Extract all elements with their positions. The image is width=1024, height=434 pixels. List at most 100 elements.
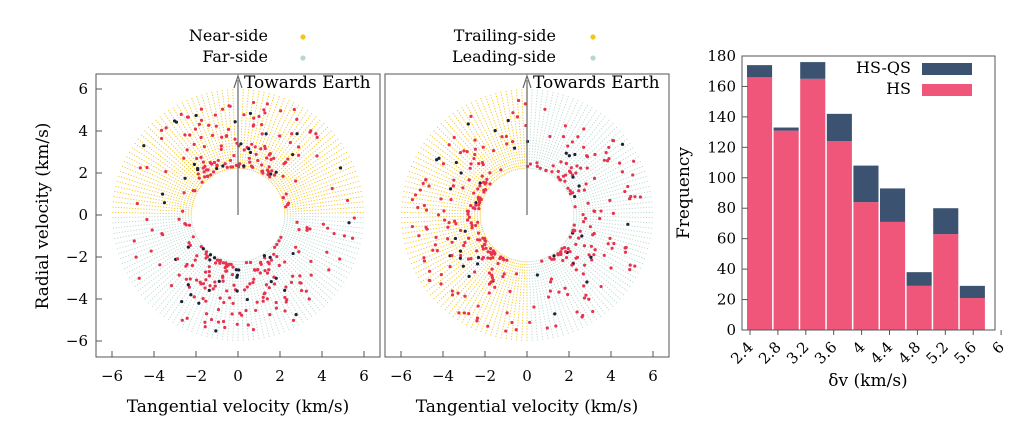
hs-point xyxy=(450,253,454,258)
hs-point xyxy=(242,113,246,117)
hs-point xyxy=(577,189,581,193)
hs-point xyxy=(223,325,227,330)
hs-point xyxy=(449,197,453,202)
hs-point xyxy=(230,312,234,316)
hs-point xyxy=(201,296,205,301)
legend-label-hs-qs: HS-QS xyxy=(856,58,911,77)
annulus-ray xyxy=(401,211,481,215)
annulus-ray xyxy=(566,237,637,279)
hs-point xyxy=(577,236,581,240)
hs-point xyxy=(582,296,587,300)
hs-point xyxy=(476,304,480,308)
annulus-ray xyxy=(282,225,361,245)
hs-point xyxy=(263,144,267,148)
hs-point xyxy=(278,134,282,138)
hs-qs-point xyxy=(291,251,295,256)
x-axis-ticks: −6 −4 −2 0 2 4 6 xyxy=(390,351,658,385)
hs-point xyxy=(618,161,622,165)
annulus-ray xyxy=(119,170,195,200)
x-tick-label: −2 xyxy=(185,367,207,385)
hs-point xyxy=(467,215,471,219)
hs-point xyxy=(575,310,579,314)
hs-point xyxy=(248,282,252,286)
annulus-ray xyxy=(563,242,628,292)
hs-point xyxy=(563,179,567,183)
hs-point xyxy=(289,280,294,284)
hs-point xyxy=(308,227,312,231)
hs-point xyxy=(592,253,596,257)
hs-point xyxy=(259,147,263,151)
annulus-ray xyxy=(247,91,265,170)
hs-point xyxy=(275,242,279,247)
hs-point xyxy=(472,191,476,195)
hs-point xyxy=(263,268,267,273)
hs-point xyxy=(564,161,569,166)
annulus-ray xyxy=(201,94,226,171)
hs-point xyxy=(462,243,466,248)
annulus-ray xyxy=(144,130,204,185)
hs-point xyxy=(556,169,560,174)
hs-point xyxy=(540,259,544,263)
annulus-ray xyxy=(264,252,313,318)
hs-point xyxy=(554,324,558,328)
hs-point xyxy=(442,218,447,222)
hs-point xyxy=(490,273,494,277)
hs-point xyxy=(477,197,481,201)
hs-point xyxy=(226,127,231,131)
hs-point xyxy=(611,211,615,215)
hs-point xyxy=(325,250,329,254)
hs-point xyxy=(281,196,286,200)
annulus-ray xyxy=(412,160,486,196)
annulus-ray xyxy=(562,244,625,296)
hs-point xyxy=(584,182,588,186)
annulus-ray xyxy=(521,89,526,169)
hs-qs-point xyxy=(214,329,218,333)
hs-point xyxy=(485,177,489,181)
hs-point xyxy=(573,229,577,233)
hs-point xyxy=(493,252,497,256)
annulus-ray xyxy=(547,101,584,174)
hs-point xyxy=(272,282,277,286)
hs-point xyxy=(566,186,570,190)
annulus-ray xyxy=(480,97,511,173)
hs-point xyxy=(574,256,578,260)
annulus-ray xyxy=(528,89,533,169)
hs-point xyxy=(187,223,192,227)
hs-point xyxy=(499,255,503,259)
hs-point xyxy=(240,313,244,317)
hs-point xyxy=(245,285,249,289)
hs-qs-point xyxy=(161,192,165,196)
annulus-ray xyxy=(490,94,515,171)
hs-point xyxy=(202,145,206,149)
hs-point xyxy=(582,127,586,131)
hs-point xyxy=(478,184,482,188)
hs-point xyxy=(410,198,414,202)
hs-point xyxy=(476,220,480,224)
hs-qs-point xyxy=(208,258,212,262)
annulus-ray xyxy=(528,261,533,341)
hs-point xyxy=(246,323,250,327)
hs-qs-point xyxy=(458,249,463,253)
annulus-ray xyxy=(572,201,653,211)
hs-point xyxy=(277,263,281,268)
hs-point xyxy=(228,158,233,163)
annulus-ray xyxy=(559,246,618,304)
hs-point xyxy=(199,245,203,249)
annulus-ray xyxy=(470,101,507,174)
hs-point xyxy=(213,284,217,288)
annulus-wedges xyxy=(401,89,653,341)
hs-point xyxy=(436,213,441,217)
hs-point xyxy=(297,250,301,254)
hs-point xyxy=(532,305,536,309)
hs-point xyxy=(501,275,505,279)
hs-point xyxy=(231,301,235,305)
hs-point xyxy=(462,149,466,153)
hs-point xyxy=(252,116,256,120)
annulus-ray xyxy=(284,211,364,215)
hs-point xyxy=(469,162,473,166)
hs-point xyxy=(592,176,597,180)
annulus-ray xyxy=(485,258,513,335)
hs-point xyxy=(454,221,458,226)
annulus-ray xyxy=(564,241,631,288)
hs-point xyxy=(580,315,584,319)
